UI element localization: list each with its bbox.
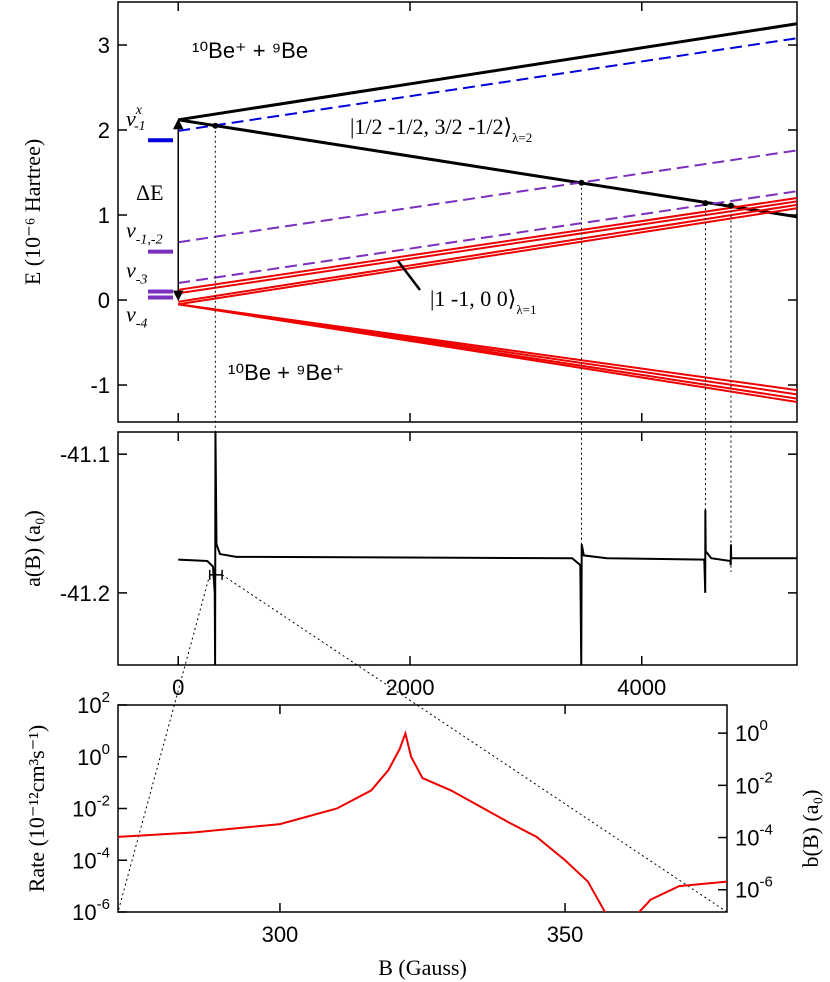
annotation-text: ¹⁰Be + ⁹Be⁺ [228,360,344,385]
y-tick-label: 100 [77,741,110,770]
annotation: ¹⁰Be + ⁹Be⁺ [228,360,344,385]
base: v [126,301,136,326]
tick-exponent: -6 [97,896,110,913]
series-line [178,203,797,303]
annotation-text: |1/2 -1/2, 3/2 -1/2⟩ [350,114,512,139]
level-label: vx -1 [126,103,146,134]
y2-tick-label: 10-2 [735,769,773,798]
tick-exponent: -2 [97,793,110,810]
series-line [118,729,727,912]
y2-tick-label: 10-6 [735,874,773,903]
zoom-guide [117,574,211,913]
series-line [178,22,797,122]
y-axis-label: a(B) (a₀) [20,510,45,587]
level-label: v-1,-2 [126,218,163,248]
y-axis-label: Rate (10⁻¹²cm³s⁻¹) [24,725,49,893]
y-tick-label: 10-4 [72,844,110,873]
y2-tick-label: 10-4 [735,822,773,851]
crossing-point [702,200,709,207]
tick-exponent: -4 [97,844,110,861]
y-tick-label: -41.1 [60,442,110,467]
annotation-sub: λ=1 [516,302,536,317]
tick-base: 10 [77,745,101,770]
base: v [126,218,136,243]
series-line [178,200,797,295]
series-line [178,432,797,665]
tick-base: 10 [735,721,759,746]
x-tick-label: 2000 [386,675,435,700]
tick-exponent: -2 [759,769,772,786]
tick-exponent: -6 [759,874,772,891]
base: v [126,106,136,131]
x-tick-label: 0 [172,675,184,700]
x-tick-label: 350 [547,922,584,947]
annotation: |1/2 -1/2, 3/2 -1/2⟩λ=2 [350,114,532,145]
y-tick-label: -41.2 [60,581,110,606]
annotation: |1 -1, 0 0⟩λ=1 [430,286,536,317]
annotation-text: |1 -1, 0 0⟩ [430,286,516,311]
crossing-point [727,202,734,209]
y-tick-label: 3 [98,33,110,58]
zoom-guide [221,574,728,913]
leader-line [397,260,421,291]
y-tick-label: 10-6 [72,896,110,925]
plot-frame [117,431,798,666]
sup: x [135,103,143,118]
annotation-sub: λ=2 [512,130,532,145]
tick-exponent: -4 [759,822,772,839]
x-tick-label: 4000 [617,675,666,700]
tick-base: 10 [77,693,101,718]
tick-base: 10 [72,900,96,925]
crossing-point [212,122,219,129]
level-label: v-4 [126,301,147,331]
sub: -1 [134,119,146,134]
tick-exponent: 0 [102,741,110,758]
y-tick-label: 102 [77,689,110,718]
y-tick-label: 2 [98,118,110,143]
plot-frame [117,1,798,423]
series-line [178,118,797,219]
y2-tick-label: 100 [735,717,768,746]
tick-base: 10 [735,878,759,903]
series-line [178,197,797,291]
tick-base: 10 [72,797,96,822]
series-line [178,207,797,306]
series-line [178,190,797,285]
series-line [178,303,797,404]
annotation-text: ¹⁰Be⁺ + ⁹Be [192,38,308,63]
sub: -3 [136,273,148,288]
sub: -4 [136,316,148,331]
tick-exponent: 0 [759,717,767,734]
plot-frame [117,704,728,913]
series-line [178,149,797,244]
y-tick-label: -1 [90,373,110,398]
y2-axis-label: b(B) (a₀) [798,790,823,868]
sub: -1,-2 [136,233,163,248]
base: v [126,258,136,283]
y-tick-label: 1 [98,203,110,228]
annotation: ¹⁰Be⁺ + ⁹Be [192,38,308,63]
tick-base: 10 [735,773,759,798]
y-axis-label: E (10⁻⁶ Hartree) [20,139,45,285]
y-tick-label: 10-2 [72,793,110,822]
tick-base: 10 [735,826,759,851]
y-tick-label: 0 [98,288,110,313]
crossing-point [578,179,585,186]
level-label: v-3 [126,258,147,288]
x-tick-label: 300 [262,922,299,947]
tick-base: 10 [72,848,96,873]
delta-label: ΔE [136,180,164,205]
series-line [178,37,797,132]
tick-exponent: 2 [102,689,110,706]
x-axis-label: B (Gauss) [378,955,467,980]
